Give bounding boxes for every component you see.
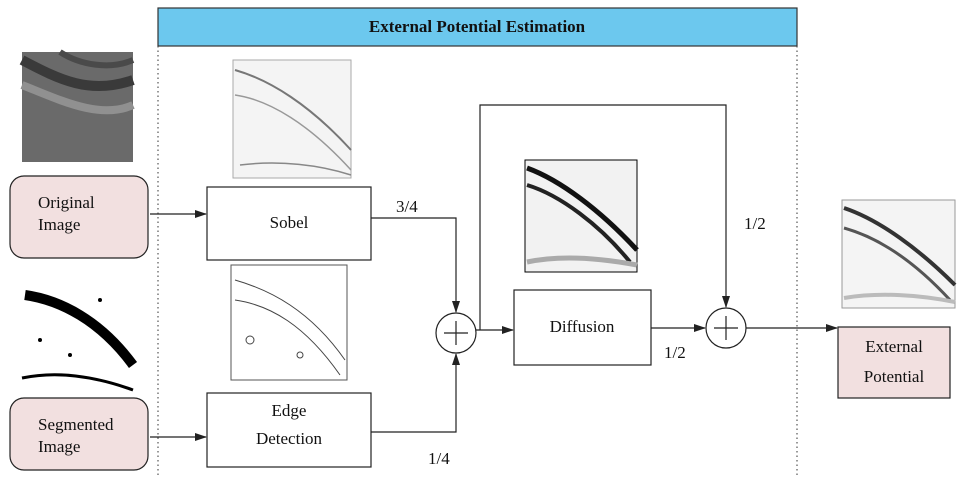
node-label: Image bbox=[38, 437, 80, 456]
segmented-image-box bbox=[10, 398, 148, 470]
arrow bbox=[371, 354, 456, 432]
node-label: Sobel bbox=[270, 213, 309, 232]
node-label: Edge bbox=[272, 401, 307, 420]
edge-label: 1/2 bbox=[664, 343, 686, 362]
node-label: External bbox=[865, 337, 923, 356]
edge-label: 1/2 bbox=[744, 214, 766, 233]
edge-label: 1/4 bbox=[428, 449, 450, 468]
arrow bbox=[371, 218, 456, 312]
output-thumbnail bbox=[842, 200, 955, 308]
segmented-thumbnail bbox=[22, 283, 133, 390]
node-label: Potential bbox=[864, 367, 925, 386]
diagram: External Potential Estimation bbox=[0, 0, 959, 477]
edge-label: 3/4 bbox=[396, 197, 418, 216]
node-label: Detection bbox=[256, 429, 323, 448]
diffusion-thumbnail bbox=[525, 160, 637, 272]
node-label: Image bbox=[38, 215, 80, 234]
node-label: Original bbox=[38, 193, 95, 212]
original-thumbnail bbox=[22, 52, 133, 162]
node-label: Diffusion bbox=[550, 317, 615, 336]
node-label: Segmented bbox=[38, 415, 114, 434]
sobel-thumbnail bbox=[233, 60, 351, 178]
edge-thumbnail bbox=[231, 265, 347, 380]
title: External Potential Estimation bbox=[369, 17, 586, 36]
